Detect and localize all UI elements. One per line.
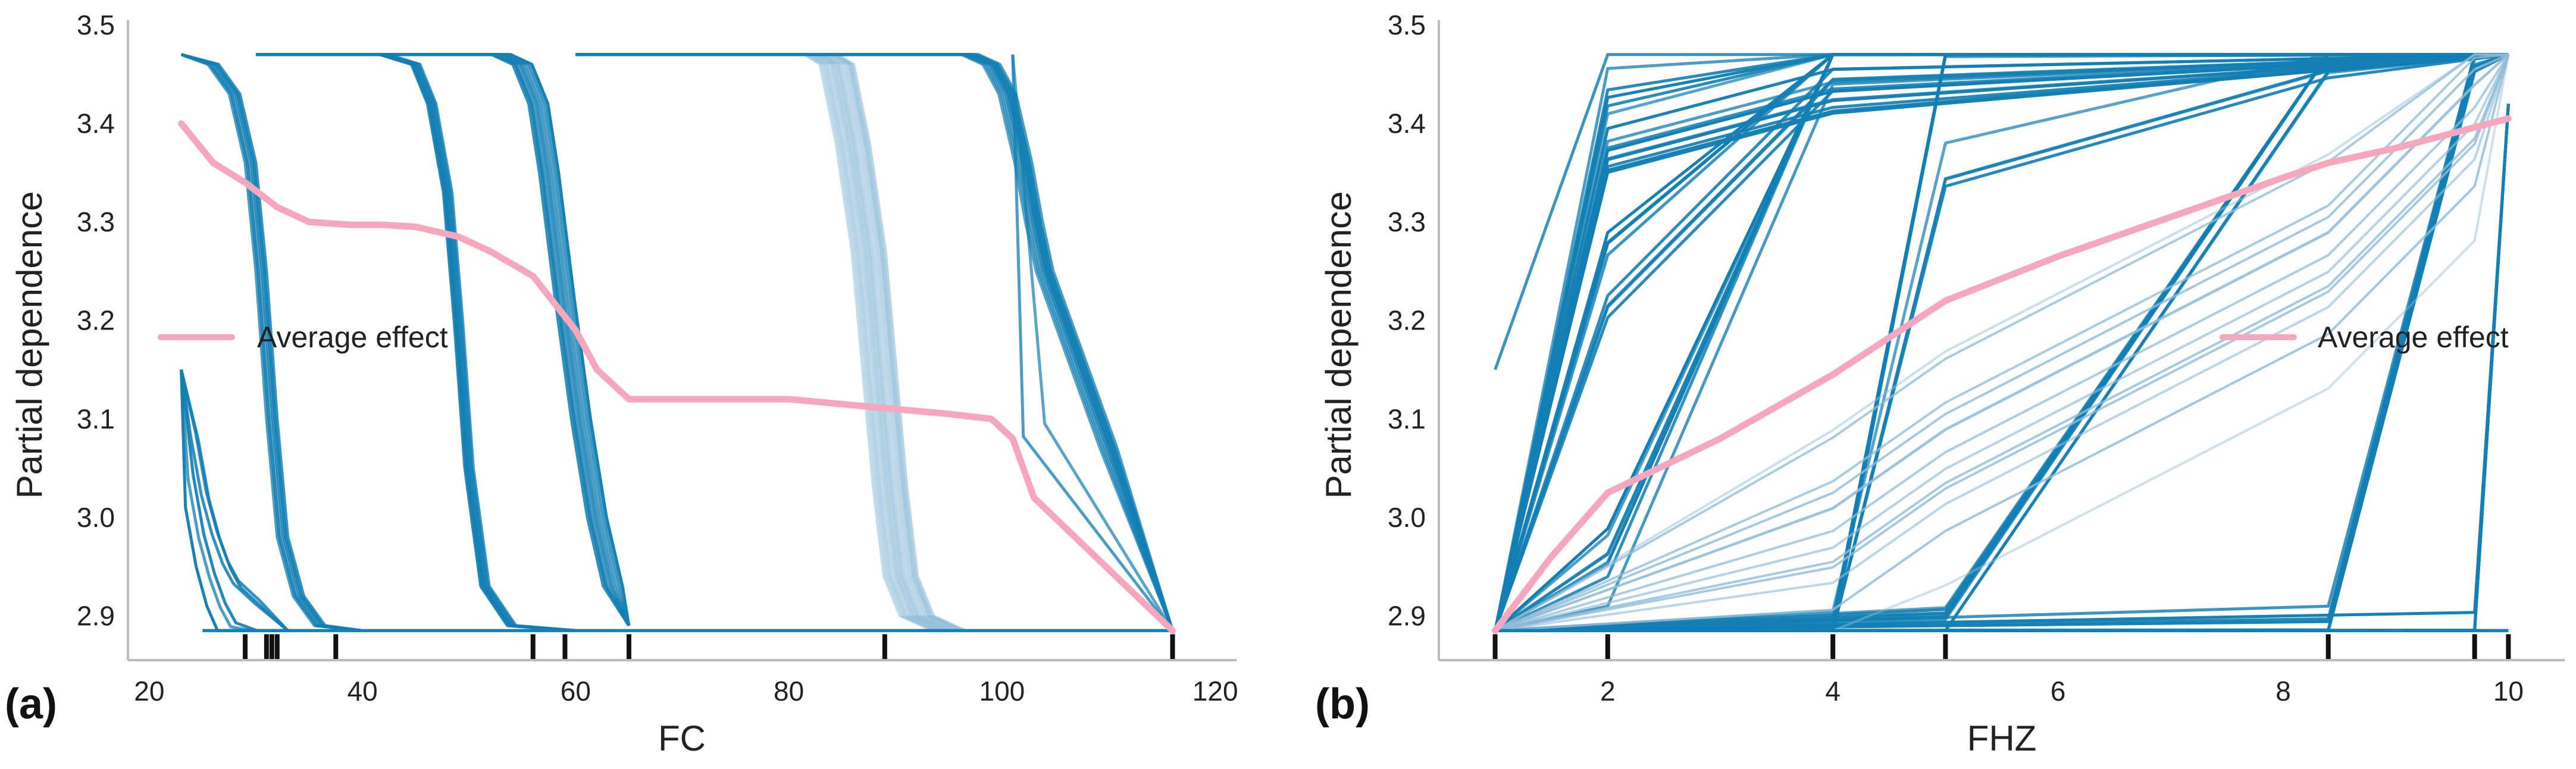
panel-b-xlabel: FHZ (1967, 718, 2037, 758)
ice-curve (575, 53, 1002, 632)
panel-b: 2.9 3.0 3.1 3.2 3.3 3.4 3.5 2 4 6 8 10 (b) FHZ Part… (1315, 10, 2565, 758)
ice-curve (575, 53, 1002, 632)
y-tick-label: 3.3 (1388, 206, 1426, 237)
ice-curve (1494, 53, 2509, 632)
ice-curve (575, 53, 1002, 632)
ice-curve (180, 53, 363, 632)
x-tick-label: 4 (1825, 676, 1841, 707)
ice-curve (256, 53, 576, 632)
ice-curve (1011, 54, 1174, 632)
ice-curve (1494, 54, 2509, 632)
y-tick-label: 3.1 (1388, 403, 1426, 434)
ice-curve (575, 53, 1002, 632)
y-tick-label: 3.2 (77, 305, 115, 336)
y-tick-label: 3.0 (77, 502, 115, 533)
x-tick-label: 120 (1192, 676, 1238, 707)
ice-curve (1495, 54, 2510, 632)
ice-curve (180, 369, 289, 632)
x-tick-label: 100 (979, 676, 1025, 707)
panel-a-label: (a) (5, 680, 57, 728)
ice-curve (1494, 53, 2509, 632)
ice-curve (1495, 103, 2510, 632)
ice-curve (1494, 53, 2509, 632)
average-effect-line (178, 120, 1176, 634)
ice-curve (1495, 103, 2510, 632)
x-tick-label: 10 (2493, 676, 2524, 707)
panel-b-ticks: 2.9 3.0 3.1 3.2 3.3 3.4 3.5 2 4 6 8 10 (1388, 10, 2524, 707)
ice-curve (1494, 53, 2509, 632)
y-tick-label: 3.1 (77, 403, 115, 434)
ice-curve (362, 53, 631, 626)
ice-curve (575, 53, 1002, 632)
x-tick-label: 6 (2051, 676, 2066, 707)
panel-a-axes (127, 20, 1237, 661)
ice-curve (1494, 53, 2509, 371)
ice-curve (180, 369, 289, 632)
x-tick-label: 40 (348, 676, 378, 707)
ice-curve (180, 53, 363, 632)
y-tick-label: 3.4 (77, 108, 115, 139)
ice-curve (1495, 54, 2510, 632)
ice-curve (575, 53, 1002, 632)
ice-curve (1495, 54, 2510, 632)
panel-a-ice-lines (180, 53, 1174, 632)
panel-a-ylabel: Partial dependence (10, 191, 49, 498)
panel-b-label: (b) (1315, 680, 1370, 728)
ice-curve (1495, 103, 2510, 632)
panel-b-axes (1438, 20, 2565, 661)
ice-curve (1495, 103, 2510, 632)
ice-curve (575, 53, 1002, 632)
ice-curve (1494, 53, 2509, 631)
panel-b-rug (1492, 634, 2511, 660)
panel-b-ylabel: Partial dependence (1319, 191, 1359, 498)
ice-curve (180, 53, 363, 632)
ice-curve (1495, 54, 2510, 632)
ice-curve (1011, 54, 1174, 632)
ice-curve (575, 53, 1002, 632)
ice-curve (1495, 103, 2510, 632)
ice-curve (1494, 53, 2509, 632)
y-tick-label: 3.5 (77, 10, 115, 40)
y-tick-label: 3.2 (1388, 305, 1426, 336)
ice-curve (575, 53, 1002, 632)
ice-curve (180, 53, 363, 632)
ice-curve (575, 53, 1002, 632)
y-tick-label: 3.0 (1388, 502, 1426, 533)
x-tick-label: 80 (774, 676, 804, 707)
ice-curve (575, 53, 1002, 632)
y-tick-label: 3.4 (1388, 108, 1426, 139)
panel-a: 2.93.03.13.23.33.43.520 40 60 80 100 120 (a) … (5, 10, 1238, 758)
x-tick-label: 8 (2275, 676, 2291, 707)
panel-b-legend: Average effect (2220, 321, 2509, 354)
ice-curve (575, 53, 1002, 632)
ice-curve (575, 53, 1002, 632)
y-tick-label: 2.9 (77, 600, 115, 631)
x-tick-label: 20 (134, 676, 164, 707)
ice-curve (575, 53, 1002, 632)
ice-curve (180, 53, 363, 632)
panel-a-ticks: 2.9 3.0 3.1 3.2 3.3 3.4 3.5 20 40 60 80 100 120 (77, 10, 1238, 707)
y-tick-label: 2.9 (1388, 600, 1426, 631)
panel-a-legend-label: Average effect (257, 321, 448, 354)
ice-curve (575, 53, 1174, 632)
panel-a-rug (243, 634, 1175, 660)
panel-a-xlabel: FC (658, 718, 706, 758)
x-tick-label: 60 (561, 676, 591, 707)
panel-a-legend: Average effect (158, 321, 448, 354)
ice-curve (1495, 103, 2510, 632)
ice-curve (575, 53, 1002, 632)
y-tick-label: 3.5 (1388, 10, 1426, 40)
ice-curve (575, 53, 1002, 632)
panel-b-average-effect (1492, 115, 2512, 634)
panel-a-average-effect (178, 120, 1176, 634)
ice-curve (180, 53, 363, 632)
average-effect-line (1492, 115, 2512, 634)
x-tick-label: 2 (1600, 676, 1616, 707)
panel-b-legend-label: Average effect (2318, 321, 2509, 354)
ice-curve (1494, 53, 2509, 632)
y-tick-label: 3.3 (77, 206, 115, 237)
